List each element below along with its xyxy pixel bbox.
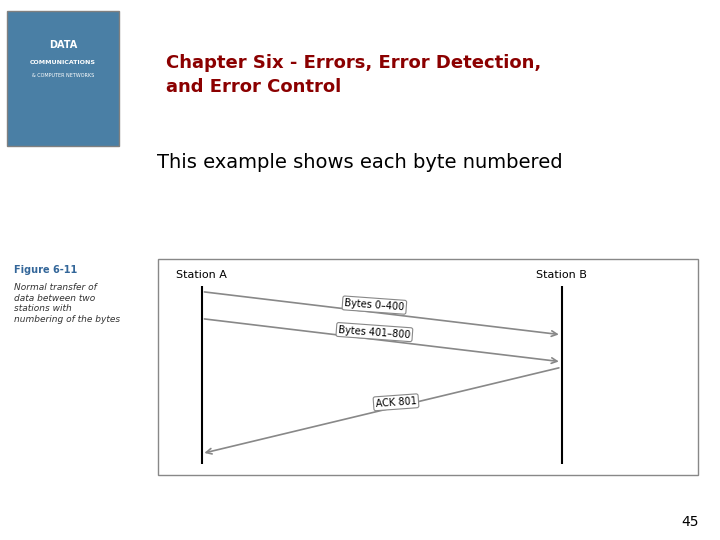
Text: COMMUNICATIONS: COMMUNICATIONS bbox=[30, 59, 96, 65]
Text: Station B: Station B bbox=[536, 270, 587, 280]
Text: Chapter Six - Errors, Error Detection,
and Error Control: Chapter Six - Errors, Error Detection, a… bbox=[166, 54, 541, 96]
Text: 45: 45 bbox=[681, 515, 698, 529]
Text: Station A: Station A bbox=[176, 270, 227, 280]
Text: Figure 6-11: Figure 6-11 bbox=[14, 265, 78, 275]
FancyBboxPatch shape bbox=[158, 259, 698, 475]
FancyBboxPatch shape bbox=[7, 11, 119, 146]
Text: & COMPUTER NETWORKS: & COMPUTER NETWORKS bbox=[32, 73, 94, 78]
Text: Normal transfer of
data between two
stations with
numbering of the bytes: Normal transfer of data between two stat… bbox=[14, 284, 120, 323]
Text: DATA: DATA bbox=[49, 39, 77, 50]
Text: ACK 801: ACK 801 bbox=[375, 396, 417, 409]
Text: Bytes 0–400: Bytes 0–400 bbox=[344, 298, 405, 312]
Text: This example shows each byte numbered: This example shows each byte numbered bbox=[157, 152, 563, 172]
Text: Bytes 401–800: Bytes 401–800 bbox=[338, 325, 411, 340]
